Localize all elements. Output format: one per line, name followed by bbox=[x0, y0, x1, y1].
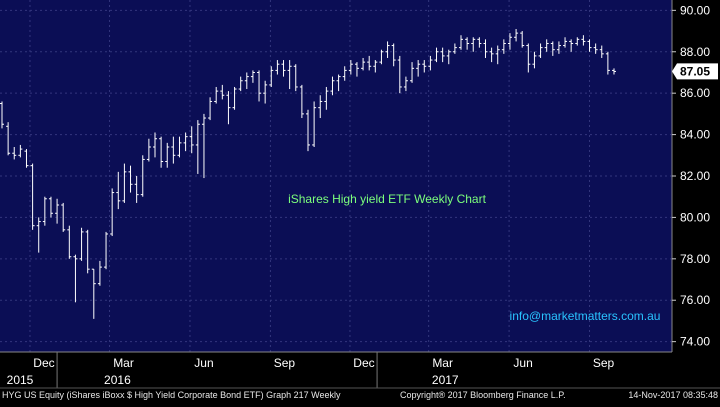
y-tick-label: 76.00 bbox=[680, 293, 710, 307]
y-tick-label: 84.00 bbox=[680, 128, 710, 142]
y-tick-label: 82.00 bbox=[680, 169, 710, 183]
footer-security: HYG US Equity (iShares iBoxx $ High Yiel… bbox=[2, 390, 341, 400]
last-price-label: 87.05 bbox=[680, 64, 710, 78]
last-price-marker: 87.05 bbox=[672, 63, 718, 80]
y-axis: 74.00 76.00 78.00 80.00 82.00 84.00 86.00 88.00… bbox=[671, 0, 720, 352]
x-month-label: Jun bbox=[194, 356, 213, 370]
x-month-label: Sep bbox=[274, 356, 296, 370]
contact-email: info@marketmatters.com.au bbox=[510, 309, 661, 323]
y-tick-label: 86.00 bbox=[680, 86, 710, 100]
x-axis-background bbox=[0, 352, 720, 402]
y-tick-label: 74.00 bbox=[680, 335, 710, 349]
x-year-label: 2016 bbox=[104, 373, 131, 387]
y-tick-label: 90.00 bbox=[680, 3, 710, 17]
x-month-label: Jun bbox=[513, 356, 532, 370]
chart-title: iShares High yield ETF Weekly Chart bbox=[288, 192, 487, 206]
x-axis: Dec Mar Jun Sep Dec Mar Jun Sep 2015 2016 2017 bbox=[0, 351, 720, 402]
grid-lines bbox=[0, 0, 672, 352]
footer-copyright: Copyright® 2017 Bloomberg Finance L.P. bbox=[400, 390, 566, 400]
y-tick-label: 78.00 bbox=[680, 252, 710, 266]
x-month-label: Mar bbox=[432, 356, 453, 370]
x-month-label: Dec bbox=[353, 356, 374, 370]
x-year-label: 2015 bbox=[7, 373, 34, 387]
x-year-label: 2017 bbox=[432, 373, 459, 387]
x-month-label: Sep bbox=[593, 356, 615, 370]
x-month-label: Dec bbox=[33, 356, 54, 370]
price-bars bbox=[0, 28, 616, 319]
x-month-label: Mar bbox=[113, 356, 134, 370]
y-axis-background bbox=[672, 0, 720, 352]
footer-timestamp: 14-Nov-2017 08:35:48 bbox=[628, 390, 718, 400]
y-tick-label: 88.00 bbox=[680, 45, 710, 59]
y-tick-label: 80.00 bbox=[680, 210, 710, 224]
